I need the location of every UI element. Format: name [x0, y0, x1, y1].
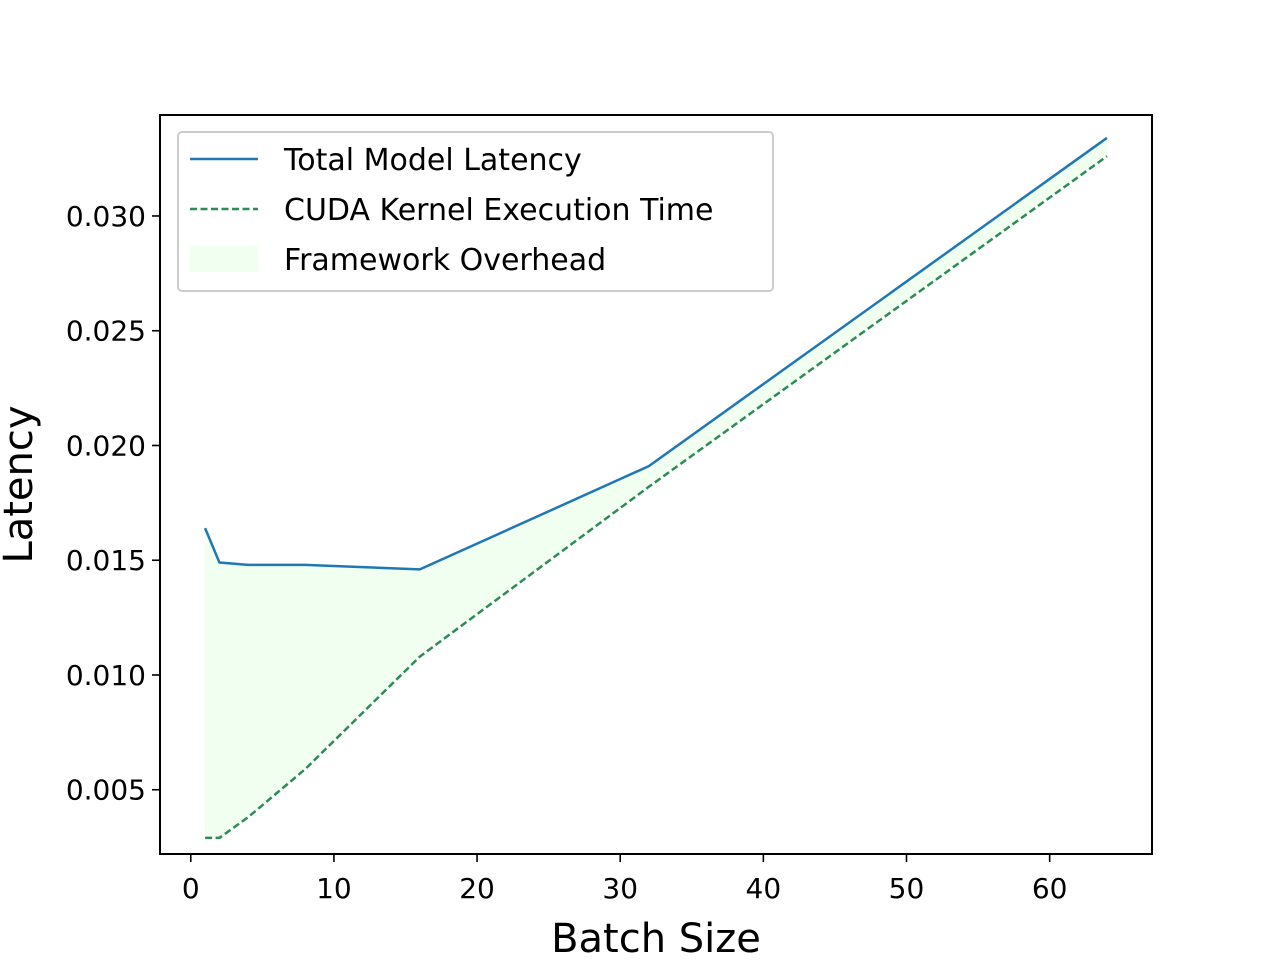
legend-box	[177, 131, 774, 292]
ticks: 0 10 20 30 40 50 60 0.005 0.010 0.015 0.020 0.025 0.…	[66, 200, 1068, 905]
x-tick-label: 40	[746, 872, 782, 905]
y-tick-label: 0.025	[66, 315, 146, 348]
x-tick-label: 10	[316, 872, 352, 905]
legend-label-framework-overhead: Framework Overhead	[284, 243, 606, 278]
legend-label-total-latency: Total Model Latency	[283, 143, 582, 178]
series-line-cuda-kernel-execution-time	[205, 155, 1108, 840]
x-tick-label: 20	[459, 872, 495, 905]
x-tick-label: 0	[182, 872, 200, 905]
framework-overhead-area	[205, 137, 1107, 838]
axes-frame	[159, 114, 1153, 855]
y-tick-label: 0.010	[66, 659, 146, 692]
legend: Total Model Latency CUDA Kernel Executio…	[177, 131, 774, 292]
legend-swatch-framework-overhead	[190, 246, 258, 272]
plot-area	[203, 136, 1108, 840]
y-tick-label: 0.005	[66, 774, 146, 807]
y-tick-label: 0.020	[66, 429, 146, 462]
y-tick-label: 0.015	[66, 544, 146, 577]
y-axis-title: Latency	[0, 405, 42, 563]
x-tick-label: 50	[889, 872, 925, 905]
x-tick-label: 30	[602, 872, 638, 905]
x-axis-title: Batch Size	[551, 916, 761, 960]
x-tick-label: 60	[1032, 872, 1068, 905]
series-line-total-model-latency	[203, 136, 1108, 571]
y-tick-label: 0.030	[66, 200, 146, 233]
legend-label-cuda-kernel: CUDA Kernel Execution Time	[284, 193, 714, 228]
